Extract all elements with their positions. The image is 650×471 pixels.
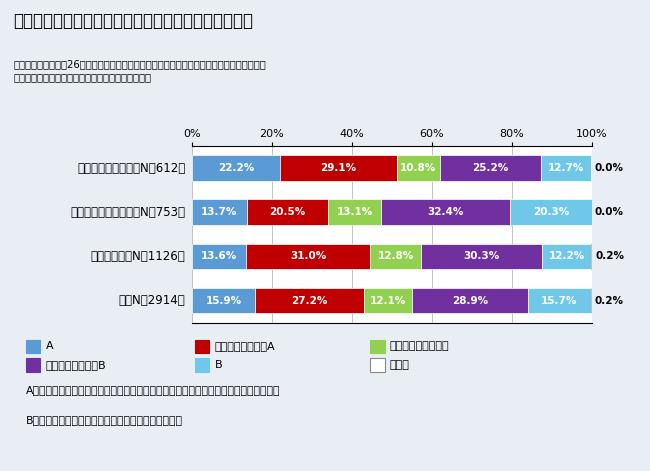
Bar: [246, 199, 328, 225]
Text: 22.2%: 22.2%: [218, 163, 254, 173]
Bar: [528, 288, 591, 313]
Bar: [246, 244, 370, 269]
Bar: [541, 155, 592, 181]
Text: 31.0%: 31.0%: [290, 252, 326, 261]
Bar: [192, 155, 281, 181]
Bar: [192, 244, 246, 269]
Bar: [255, 288, 364, 313]
Bar: [364, 288, 412, 313]
Bar: [381, 199, 510, 225]
Text: 20.5%: 20.5%: [269, 207, 305, 217]
Bar: [412, 288, 528, 313]
Bar: [281, 155, 396, 181]
Bar: [192, 199, 246, 225]
Text: 13.7%: 13.7%: [201, 207, 237, 217]
Text: 20.3%: 20.3%: [533, 207, 569, 217]
Text: 30.3%: 30.3%: [463, 252, 500, 261]
Text: 0.0%: 0.0%: [595, 207, 624, 217]
Text: 続けられると思う（N＝612）: 続けられると思う（N＝612）: [77, 162, 185, 175]
Text: 図表１　就業継続見込み別の介護休業の趣旨理解割合: 図表１ 就業継続見込み別の介護休業の趣旨理解割合: [13, 12, 253, 30]
Text: 12.7%: 12.7%: [548, 163, 584, 173]
Text: 計（N＝2914）: 計（N＝2914）: [118, 294, 185, 307]
Bar: [421, 244, 542, 269]
Bar: [192, 288, 255, 313]
Text: 10.8%: 10.8%: [400, 163, 437, 173]
Text: 27.2%: 27.2%: [291, 296, 328, 306]
Bar: [591, 244, 592, 269]
Text: 32.4%: 32.4%: [428, 207, 464, 217]
Text: A: A: [46, 341, 53, 351]
Text: A：介護休業期間は主に仕事を続けながら介護をするための体制を構築する期間である: A：介護休業期間は主に仕事を続けながら介護をするための体制を構築する期間である: [26, 385, 281, 395]
Text: 12.2%: 12.2%: [549, 252, 585, 261]
Text: どちらかと言うとA: どちらかと言うとA: [214, 341, 275, 351]
Text: 無回答: 無回答: [390, 360, 410, 370]
Bar: [591, 288, 592, 313]
Text: どちらかと言うとB: どちらかと言うとB: [46, 360, 106, 370]
Text: 13.1%: 13.1%: [337, 207, 372, 217]
Text: （厚生労働省・平成26年度仕事と介護の両立支援事業「介護離職を予防するための両立支援
対応モデル導入実証実験」における実態把握調査）: （厚生労働省・平成26年度仕事と介護の両立支援事業「介護離職を予防するための両立…: [13, 59, 266, 82]
Text: 続けられないと思う（N＝753）: 続けられないと思う（N＝753）: [70, 206, 185, 219]
Text: B: B: [214, 360, 222, 370]
Text: 12.8%: 12.8%: [378, 252, 414, 261]
Text: 0.2%: 0.2%: [595, 252, 624, 261]
Bar: [396, 155, 440, 181]
Bar: [440, 155, 541, 181]
Text: わからない（N＝1126）: わからない（N＝1126）: [90, 250, 185, 263]
Bar: [328, 199, 381, 225]
Bar: [370, 244, 421, 269]
Text: 15.7%: 15.7%: [541, 296, 577, 306]
Text: 29.1%: 29.1%: [320, 163, 357, 173]
Bar: [542, 244, 591, 269]
Text: 13.6%: 13.6%: [201, 252, 237, 261]
Text: 25.2%: 25.2%: [473, 163, 508, 173]
Text: 28.9%: 28.9%: [452, 296, 488, 306]
Text: B：介護休業期間は介護に専念するための期間である: B：介護休業期間は介護に専念するための期間である: [26, 415, 183, 425]
Text: どちらとも言えない: どちらとも言えない: [390, 341, 450, 351]
Text: 0.2%: 0.2%: [595, 296, 624, 306]
Bar: [510, 199, 592, 225]
Text: 12.1%: 12.1%: [370, 296, 406, 306]
Text: 15.9%: 15.9%: [205, 296, 242, 306]
Text: 0.0%: 0.0%: [595, 163, 624, 173]
